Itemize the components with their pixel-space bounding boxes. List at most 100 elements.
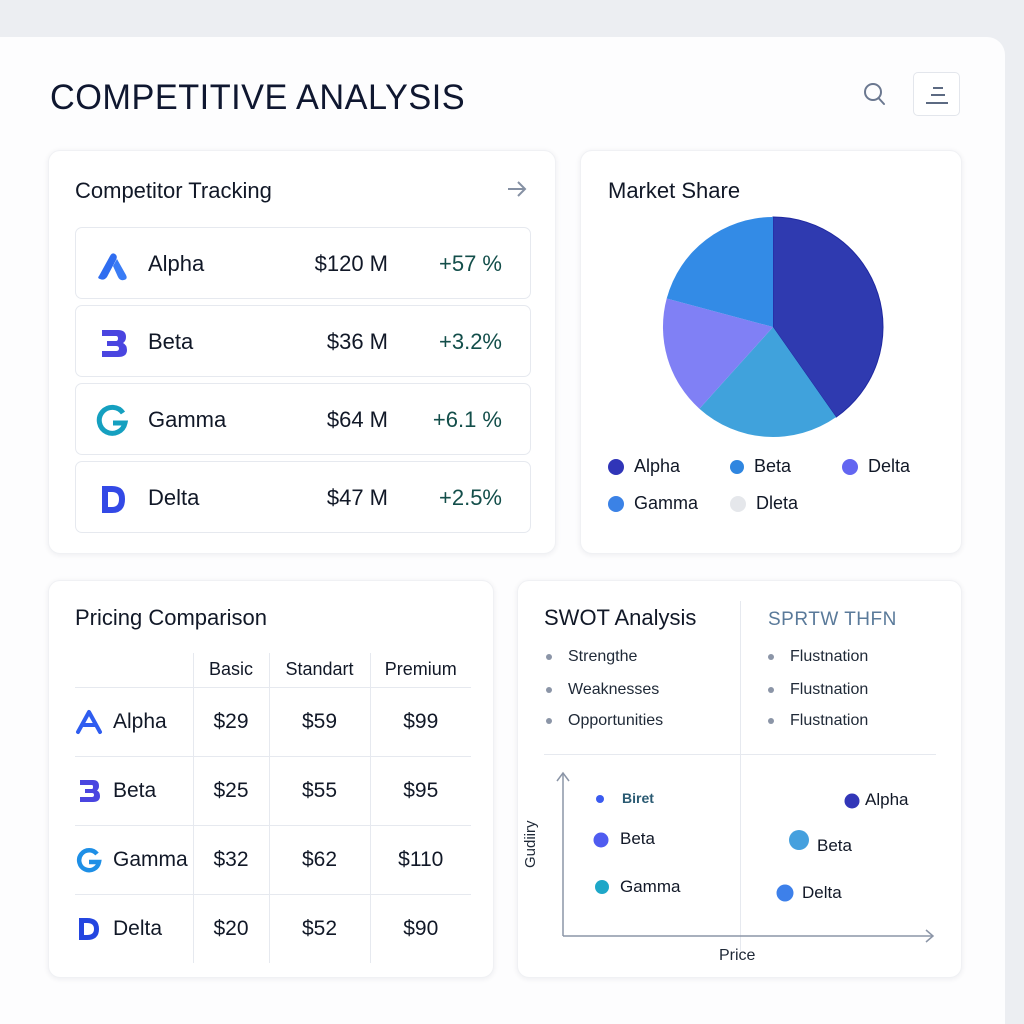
menu-icon (926, 87, 948, 104)
pricing-name-cell: Gamma (75, 824, 193, 894)
market-share-pie-chart (662, 216, 884, 437)
legend-item-delta: Delta (842, 456, 910, 477)
pie-slice-beta[interactable] (666, 216, 773, 327)
point-biret[interactable] (596, 795, 604, 803)
swot-right-title: SPRTW THFN (768, 609, 897, 630)
point-label: Beta (817, 836, 852, 855)
divider (544, 754, 936, 755)
swot-item: Opportunities (546, 712, 663, 730)
price-cell: $52 (268, 893, 370, 963)
price-cell: $29 (192, 686, 269, 756)
pie-slice-alpha[interactable] (772, 216, 884, 418)
competitor-name: Delta (148, 485, 200, 510)
point-label: Alpha (865, 790, 909, 809)
legend-label: Dleta (756, 493, 799, 513)
legend-item-beta: Beta (730, 456, 791, 477)
price-cell: $55 (268, 755, 370, 825)
card-title: SWOT Analysis (544, 605, 697, 630)
alpha-logo-icon (98, 253, 127, 281)
competitor-revenue: $47 M (326, 485, 388, 510)
pricing-table: Basic Standart Premium Alpha $29 $59 $99… (75, 653, 471, 963)
point-delta[interactable] (776, 884, 794, 902)
beta-logo-icon (80, 779, 100, 802)
arrow-right-icon (508, 181, 527, 197)
point-label: Beta (620, 829, 655, 848)
point-label: Delta (802, 883, 842, 902)
point-beta-left[interactable] (593, 832, 609, 848)
legend-item-gamma: Gamma (608, 493, 698, 514)
competitor-revenue: $36 M (326, 329, 388, 354)
pricing-name-cell: Delta (75, 893, 193, 963)
pie-slice-delta[interactable] (662, 298, 773, 409)
y-axis-label: Gudiiry (522, 820, 539, 868)
gamma-logo-icon (76, 847, 102, 872)
price-cell: $99 (369, 686, 471, 756)
price-cell: $110 (369, 824, 471, 894)
search-icon (864, 83, 885, 105)
swot-item: Strengthe (546, 648, 637, 666)
menu-button[interactable] (913, 72, 960, 116)
table-row: Gamma $32 $62 $110 (75, 824, 471, 894)
delta-logo-icon (102, 486, 125, 513)
page-title: COMPETITIVE ANALYSIS (50, 78, 466, 117)
pricing-comparison-card: Pricing Comparison Basic Standart Premiu… (48, 580, 494, 978)
legend-dot (608, 495, 624, 512)
divider (740, 601, 741, 951)
competitor-change: +57 % (439, 251, 502, 276)
legend-dot (608, 458, 624, 475)
legend-dot (730, 495, 746, 512)
pricing-name-cell: Beta (75, 755, 193, 825)
point-beta-right[interactable] (789, 830, 809, 850)
competitor-name: Beta (148, 329, 194, 354)
legend-dot (842, 458, 858, 475)
legend-label: Gamma (634, 493, 699, 513)
competitor-name: Alpha (148, 251, 205, 276)
beta-logo-icon (102, 330, 127, 357)
swot-item: Weaknesses (546, 681, 659, 699)
price-cell: $20 (192, 893, 269, 963)
competitor-name: Gamma (148, 407, 227, 432)
view-more-button[interactable] (505, 177, 529, 201)
competitor-change: +2.5% (439, 485, 502, 510)
legend-label: Beta (754, 456, 792, 476)
competitor-revenue: $120 M (314, 251, 388, 276)
competitor-row-gamma[interactable]: Gamma $64 M +6.1 % (75, 383, 531, 455)
search-button[interactable] (860, 80, 890, 110)
legend-item-dleta: Dleta (730, 493, 798, 514)
column-header: Standart (268, 653, 370, 687)
gamma-logo-icon (96, 404, 129, 436)
swot-item: Flustnation (768, 712, 868, 730)
card-title: Competitor Tracking (75, 178, 272, 203)
competitor-change: +3.2% (439, 329, 502, 354)
point-label: Biret (622, 790, 654, 806)
swot-item: Flustnation (768, 681, 868, 699)
point-alpha[interactable] (844, 793, 860, 809)
delta-logo-icon (79, 917, 99, 940)
market-share-card: Market Share Alpha Beta Delta Gamma Dlet… (580, 150, 962, 554)
positioning-scatter-chart (556, 771, 935, 943)
competitor-row-delta[interactable]: Delta $47 M +2.5% (75, 461, 531, 533)
table-row: Alpha $29 $59 $99 (75, 686, 471, 756)
point-gamma[interactable] (595, 880, 609, 894)
table-row: Delta $20 $52 $90 (75, 893, 471, 963)
price-cell: $62 (268, 824, 370, 894)
point-label: Gamma (620, 877, 681, 896)
swot-analysis-card: SWOT Analysis SPRTW THFN Strengthe Weakn… (517, 580, 962, 978)
price-cell: $25 (192, 755, 269, 825)
table-row: Beta $25 $55 $95 (75, 755, 471, 825)
x-axis-label: Price (719, 947, 756, 964)
competitor-change: +6.1 % (432, 407, 502, 432)
card-title: Pricing Comparison (75, 605, 267, 630)
column-header: Basic (192, 653, 269, 687)
table-header-row: Basic Standart Premium (75, 653, 471, 687)
legend-item-alpha: Alpha (608, 456, 680, 477)
card-title: Market Share (608, 178, 741, 203)
pie-slice-gamma[interactable] (699, 327, 837, 437)
price-cell: $59 (268, 686, 370, 756)
legend-label: Delta (868, 456, 911, 476)
legend-label: Alpha (634, 456, 681, 476)
legend-dot (730, 459, 744, 474)
price-cell: $32 (192, 824, 269, 894)
competitor-row-beta[interactable]: Beta $36 M +3.2% (75, 305, 531, 377)
competitor-row-alpha[interactable]: Alpha $120 M +57 % (75, 227, 531, 299)
